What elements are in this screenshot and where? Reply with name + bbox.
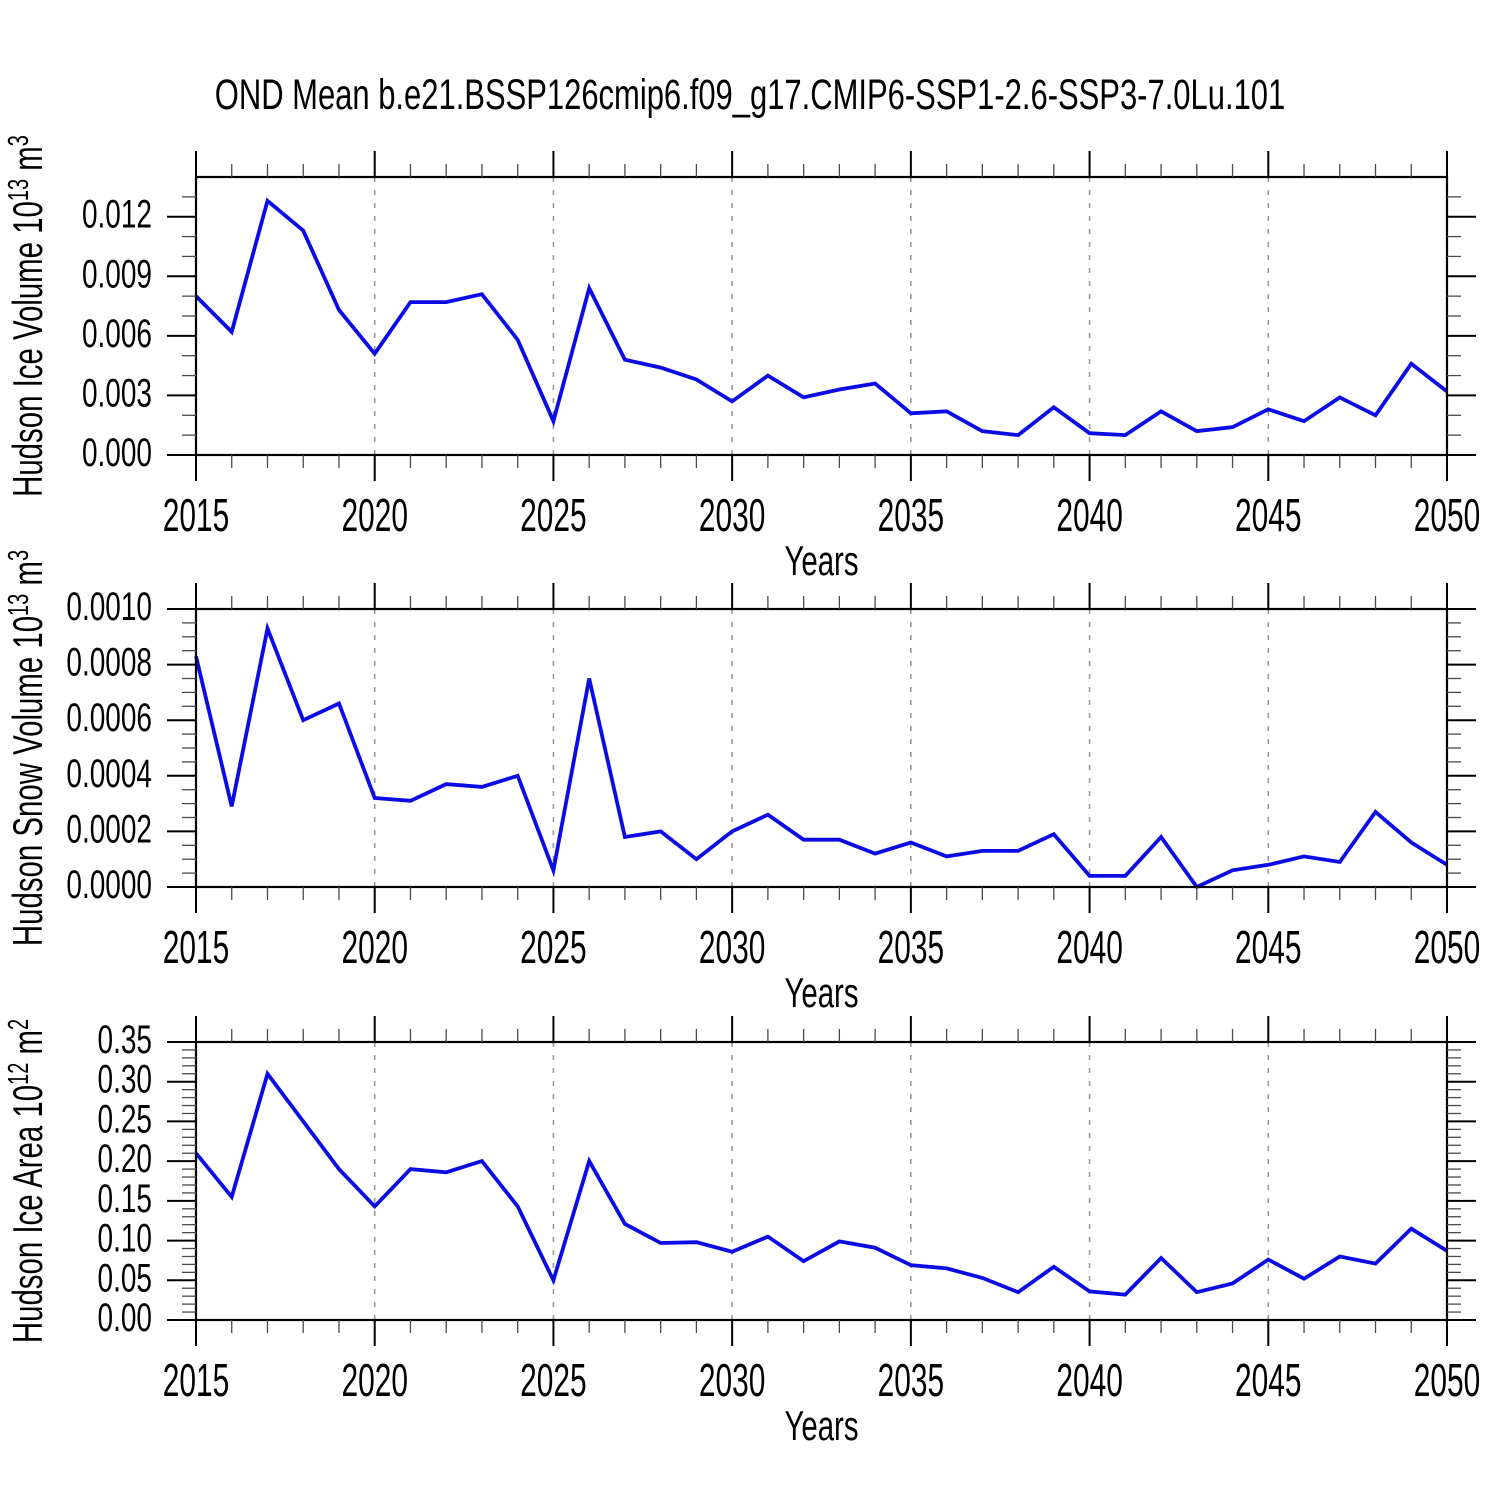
y-tick-label: 0.0002 bbox=[66, 808, 152, 852]
y-tick-label: 0.10 bbox=[98, 1217, 152, 1261]
x-tick-label: 2045 bbox=[1235, 1356, 1301, 1407]
y-tick-label: 0.000 bbox=[82, 431, 152, 475]
y-tick-label: 0.012 bbox=[82, 193, 152, 237]
y-ticks bbox=[167, 1041, 1476, 1321]
x-tick-label: 2035 bbox=[878, 491, 944, 542]
y-tick-label: 0.0000 bbox=[66, 863, 152, 907]
x-tick-label: 2015 bbox=[163, 923, 229, 974]
y-tick-label: 0.0008 bbox=[66, 641, 152, 685]
gridlines bbox=[373, 1042, 1270, 1320]
y-tick-label: 0.05 bbox=[98, 1257, 152, 1301]
x-tick-label: 2050 bbox=[1414, 1356, 1480, 1407]
y-tick-label: 0.0004 bbox=[66, 752, 152, 796]
x-axis-title: Years bbox=[784, 969, 858, 1017]
panel-ice-area: 0.000.050.100.150.200.250.300.35 2015 2020… bbox=[4, 1016, 1481, 1449]
x-tick-label: 2020 bbox=[341, 491, 407, 542]
x-tick-label: 2045 bbox=[1235, 491, 1301, 542]
x-ticks bbox=[195, 151, 1448, 481]
x-axis-title: Years bbox=[784, 537, 858, 585]
y-tick-label: 0.006 bbox=[82, 312, 152, 356]
x-ticks bbox=[195, 583, 1448, 913]
gridlines bbox=[373, 177, 1270, 455]
x-tick-label: 2020 bbox=[341, 923, 407, 974]
x-axis-title: Years bbox=[784, 1402, 858, 1450]
chart-title: OND Mean b.e21.BSSP126cmip6.f09_g17.CMIP… bbox=[214, 71, 1286, 119]
y-tick-label: 0.15 bbox=[98, 1177, 152, 1221]
panel-ice-volume: 0.000 0.003 0.006 0.009 0.012 2015 2020 2025 203… bbox=[4, 135, 1481, 584]
x-tick-label: 2025 bbox=[520, 491, 586, 542]
y-axis-title: Hudson Snow Volume 1013 m3 bbox=[4, 550, 52, 946]
x-tick-label: 2030 bbox=[699, 1356, 765, 1407]
data-line-ice-volume bbox=[194, 197, 1449, 438]
plot-box bbox=[194, 607, 1449, 889]
tick-labels: 0.0000 0.0002 0.0004 0.0006 0.0008 0.0010 2015… bbox=[4, 550, 1481, 1016]
y-axis-title: Hudson Ice Area 1012 m2 bbox=[4, 1019, 52, 1343]
x-tick-label: 2025 bbox=[520, 923, 586, 974]
y-tick-label: 0.30 bbox=[98, 1058, 152, 1102]
x-ticks bbox=[195, 1016, 1448, 1346]
x-tick-label: 2035 bbox=[878, 923, 944, 974]
y-tick-label: 0.20 bbox=[98, 1137, 152, 1181]
x-tick-label: 2045 bbox=[1235, 923, 1301, 974]
x-tick-label: 2015 bbox=[163, 491, 229, 542]
y-ticks bbox=[167, 196, 1476, 456]
x-tick-label: 2050 bbox=[1414, 923, 1480, 974]
y-tick-label: 0.009 bbox=[82, 253, 152, 297]
y-tick-label: 0.0006 bbox=[66, 696, 152, 740]
x-tick-label: 2020 bbox=[341, 1356, 407, 1407]
x-tick-label: 2040 bbox=[1056, 491, 1122, 542]
x-tick-label: 2030 bbox=[699, 923, 765, 974]
gridlines bbox=[373, 609, 1270, 887]
x-tick-label: 2015 bbox=[163, 1356, 229, 1407]
tick-labels: 0.000.050.100.150.200.250.300.35 2015 2020… bbox=[4, 1018, 1481, 1449]
panel-snow-volume: 0.0000 0.0002 0.0004 0.0006 0.0008 0.0010 2015… bbox=[4, 550, 1481, 1016]
x-tick-label: 2040 bbox=[1056, 923, 1122, 974]
data-line-snow-volume bbox=[194, 621, 1449, 890]
y-tick-label: 0.25 bbox=[98, 1098, 152, 1142]
y-tick-label: 0.0010 bbox=[66, 585, 152, 629]
y-tick-label: 0.00 bbox=[98, 1296, 152, 1340]
x-tick-label: 2040 bbox=[1056, 1356, 1122, 1407]
y-axis-title: Hudson Ice Volume 1013 m3 bbox=[4, 135, 52, 497]
y-tick-label: 0.35 bbox=[98, 1018, 152, 1062]
x-tick-label: 2030 bbox=[699, 491, 765, 542]
plot-box bbox=[194, 1040, 1449, 1322]
tick-labels: 0.000 0.003 0.006 0.009 0.012 2015 2020 2025 203… bbox=[4, 135, 1481, 584]
y-tick-label: 0.003 bbox=[82, 372, 152, 416]
x-tick-label: 2035 bbox=[878, 1356, 944, 1407]
data-line-ice-area bbox=[194, 1069, 1449, 1297]
x-tick-label: 2050 bbox=[1414, 491, 1480, 542]
x-tick-label: 2025 bbox=[520, 1356, 586, 1407]
y-ticks bbox=[167, 608, 1476, 888]
